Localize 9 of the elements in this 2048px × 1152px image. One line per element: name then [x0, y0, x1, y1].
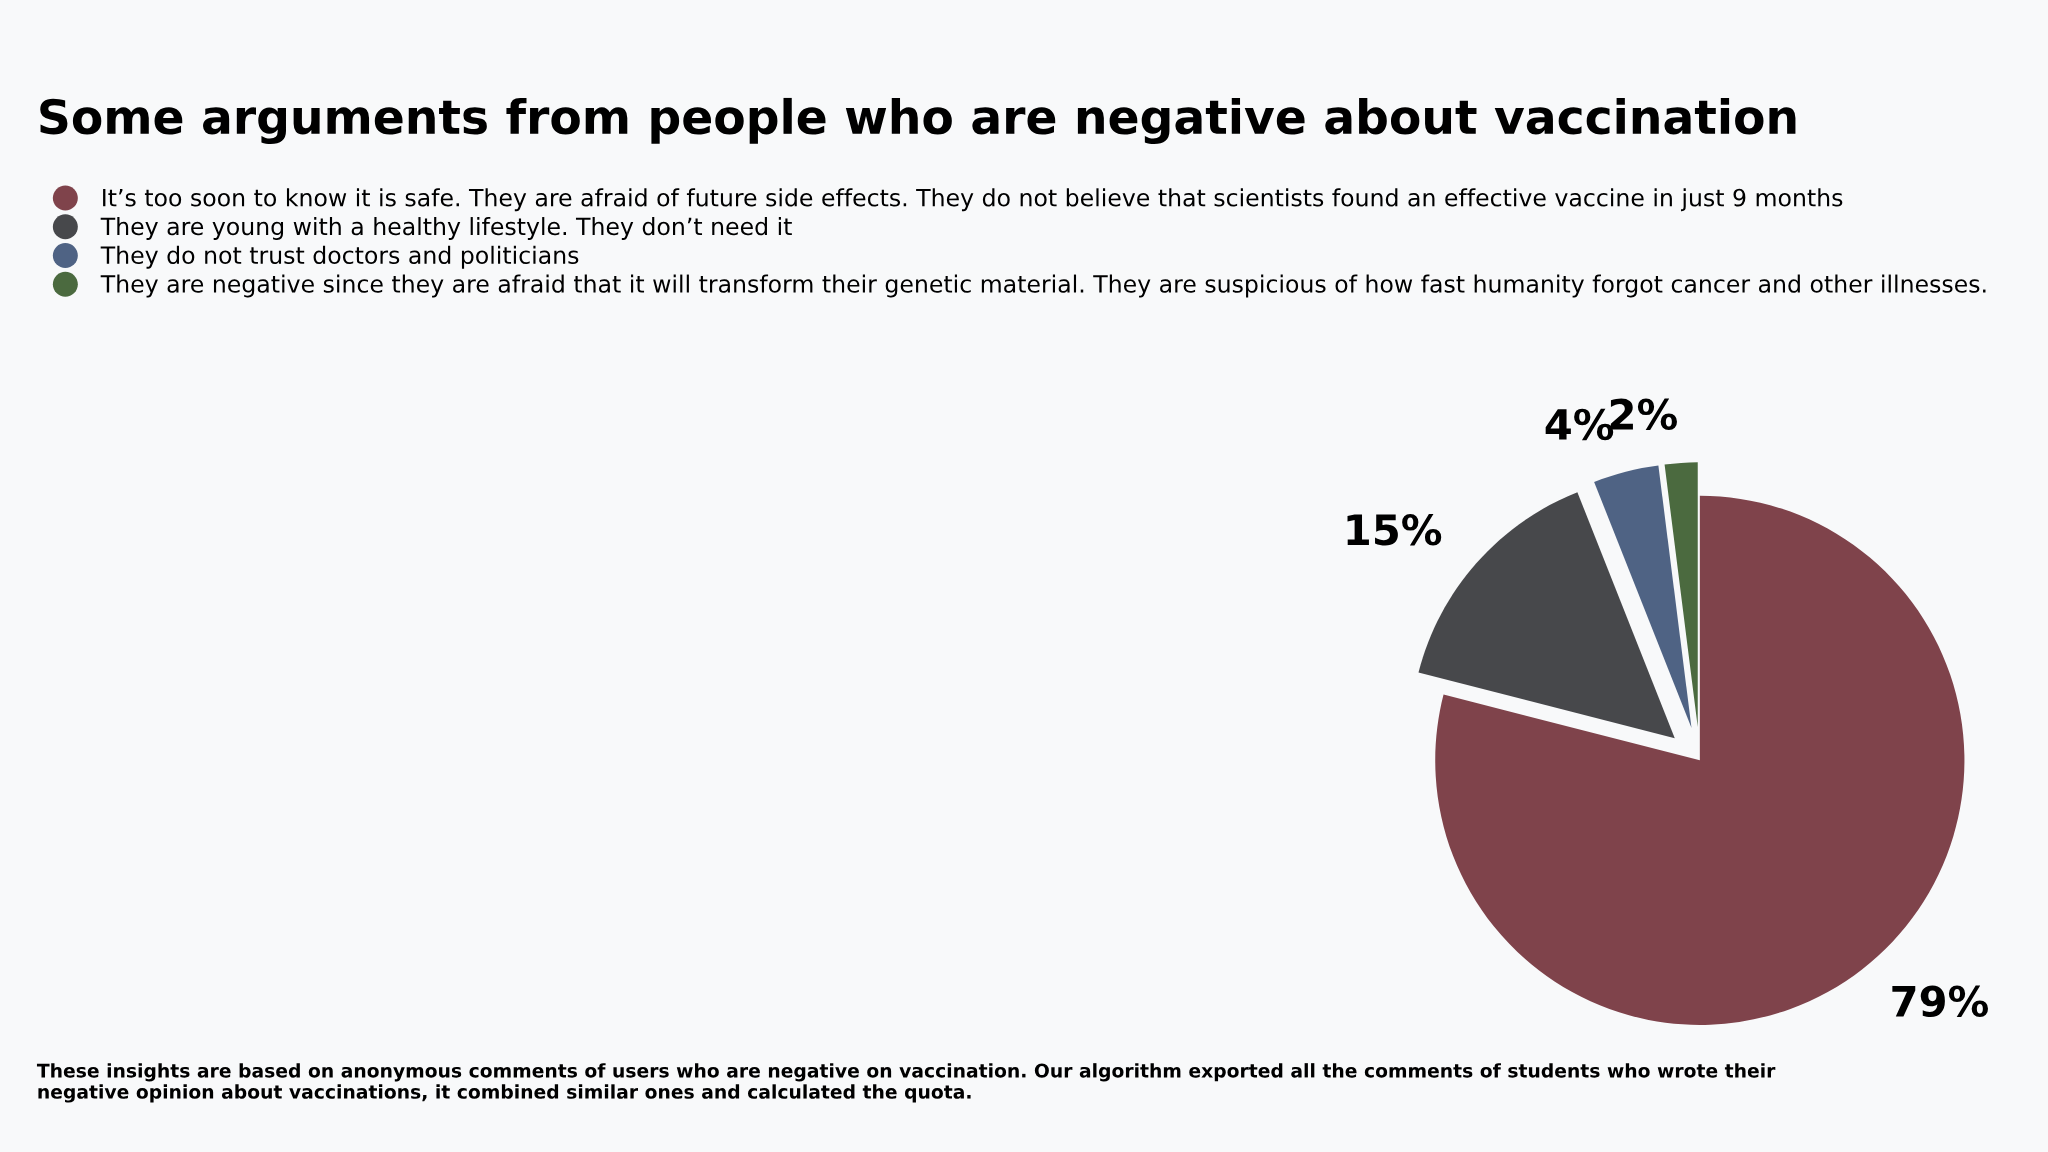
data-label: 79% [1892, 985, 1988, 1018]
legend-label: They are negative since they are afraid that it will transform their genetic material. They are suspicious of how fast humanity forgot cancer and other illnesses. [100, 274, 1986, 298]
legend-label: They do not trust doctors and politicians [100, 245, 579, 269]
legend-label: They are young with a healthy lifestyle. They don’t need it [100, 217, 792, 240]
chart-title: Some arguments from people who are negative about vaccination [40, 97, 1796, 144]
data-label: 4% [1545, 408, 1614, 441]
legend-label: It’s too soon to know it is safe. They are afraid of future side effects. They do not believe that scientists found an effective vaccine in just 9 months [103, 188, 1843, 212]
text: These insights are based on anonymous comments of users who are negative on vaccination. Our algorithm exported all the comments of students who wrote their negative opinion about vaccinations, it combined similar ones and calculated the quota. [36, 1063, 1776, 1103]
data-label: 15% [1347, 514, 1442, 546]
